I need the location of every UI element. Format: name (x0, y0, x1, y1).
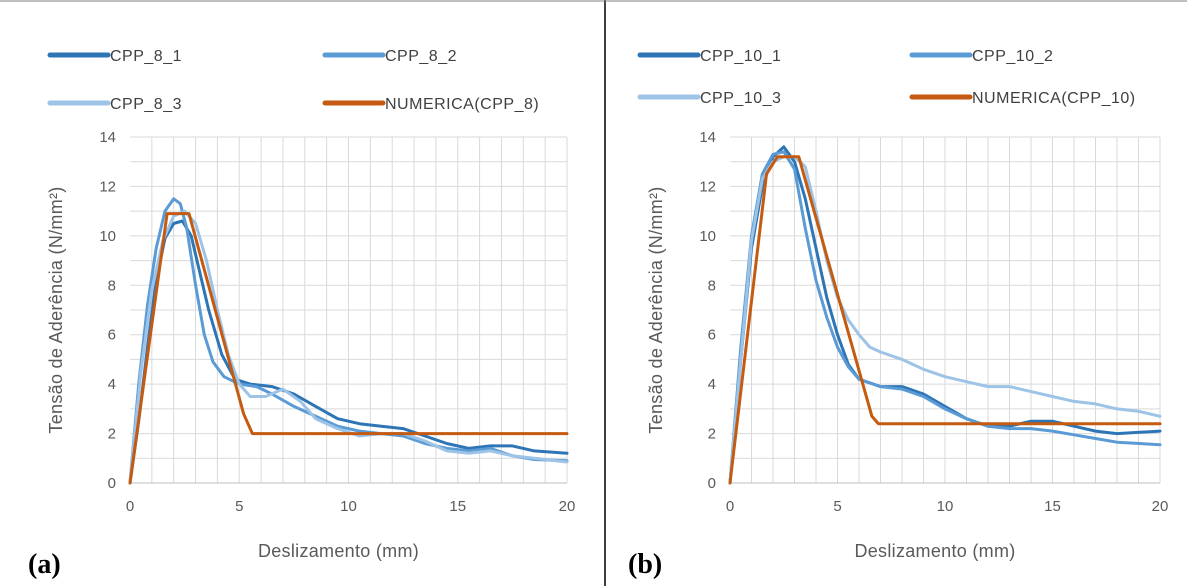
legend: CPP_10_1 CPP_10_2 CPP_10_3 NUMERICA(CPP_10) (637, 48, 1136, 107)
y-axis-label: Tensão de Aderência (N/mm²) (646, 186, 666, 433)
series-line-numerica-cpp-10 (728, 155, 1162, 485)
legend-entry-label: CPP_10_2 (972, 48, 1053, 65)
grid (730, 136, 1161, 483)
chart-panel-a: 0 2 4 6 8 10 12 14 0 5 10 15 20 Deslizamento (mm) Tens… (28, 48, 575, 580)
x-tick-label: 5 (833, 498, 841, 515)
x-tick-label: 20 (1152, 498, 1169, 515)
y-axis-label: Tensão de Aderência (N/mm²) (46, 186, 66, 433)
y-tick-label: 4 (108, 376, 116, 393)
y-tick-label: 8 (708, 277, 716, 294)
y-tick-label: 4 (708, 376, 716, 393)
legend-entry-label: CPP_8_2 (385, 48, 457, 65)
series-line-cpp-8-2 (128, 197, 569, 485)
x-axis-label: Deslizamento (mm) (258, 541, 419, 561)
y-tick-label: 0 (708, 475, 716, 492)
x-tick-label: 0 (726, 498, 734, 515)
x-tick-label: 20 (559, 498, 576, 515)
legend-entry-label: CPP_10_1 (700, 48, 781, 65)
grid (130, 136, 568, 483)
series-line-cpp-10-3 (728, 155, 1162, 485)
legend-entry-label: NUMERICA(CPP_8) (385, 96, 539, 113)
x-tick-label: 15 (449, 498, 466, 515)
x-tick-label: 0 (126, 498, 134, 515)
legend-entry-label: NUMERICA(CPP_10) (972, 90, 1136, 107)
x-axis-label: Deslizamento (mm) (854, 541, 1015, 561)
y-tick-label: 10 (99, 228, 116, 245)
y-tick-label: 14 (99, 129, 116, 146)
panel-label: (a) (28, 549, 61, 580)
x-tick-label: 10 (340, 498, 357, 515)
legend-entry-label: CPP_8_3 (110, 96, 182, 113)
y-tick-label: 12 (699, 178, 716, 195)
y-tick-label: 2 (108, 426, 116, 443)
series-line-cpp-8-1 (128, 219, 569, 485)
legend-entry-label: CPP_10_3 (700, 90, 781, 107)
series-line-numerica-cpp-8 (128, 212, 569, 485)
series-line-cpp-10-2 (728, 150, 1162, 485)
chart-panel-b: 0 2 4 6 8 10 12 14 0 5 10 15 20 Deslizamento (mm) Tens… (628, 48, 1168, 580)
y-tick-label: 6 (708, 327, 716, 344)
y-tick-label: 2 (708, 426, 716, 443)
legend-entry-label: CPP_8_1 (110, 48, 182, 65)
y-tick-label: 8 (108, 277, 116, 294)
x-tick-label: 15 (1044, 498, 1061, 515)
y-tick-label: 14 (699, 129, 716, 146)
x-tick-label: 10 (937, 498, 954, 515)
y-tick-label: 0 (108, 475, 116, 492)
y-tick-label: 10 (699, 228, 716, 245)
y-tick-label: 12 (99, 178, 116, 195)
legend: CPP_8_1 CPP_8_2 CPP_8_3 NUMERICA(CPP_8) (47, 48, 539, 113)
x-tick-label: 5 (235, 498, 243, 515)
y-tick-label: 6 (108, 327, 116, 344)
panel-label: (b) (628, 549, 662, 580)
